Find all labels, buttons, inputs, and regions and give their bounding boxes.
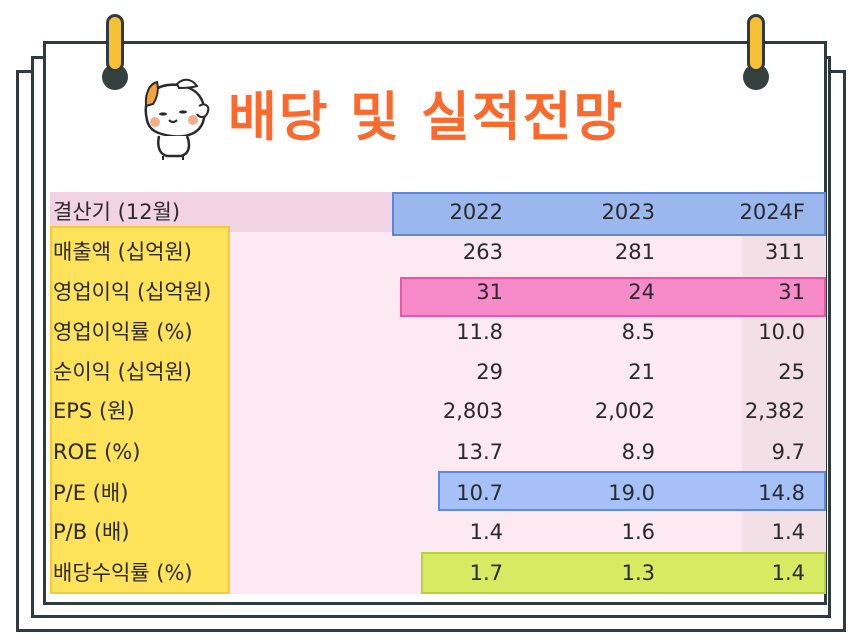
row-label: 영업이익 (십억원) xyxy=(53,280,212,304)
table-cell: 1.7 xyxy=(469,561,503,585)
header-years-highlight xyxy=(392,192,826,236)
table-cell: 311 xyxy=(764,240,805,264)
table-row-operating-margin: 영업이익률 (%) 11.8 8.5 10.0 xyxy=(50,312,826,352)
row-label: 배당수익률 (%) xyxy=(53,561,193,585)
table-cell: 13.7 xyxy=(456,440,503,464)
table-row-operating-profit: 영업이익 (십억원) 31 24 31 xyxy=(50,272,826,312)
row-label: EPS (원) xyxy=(53,399,135,423)
pin-icon xyxy=(102,14,128,90)
pin-icon xyxy=(743,14,769,90)
table-row-pe: P/E (배) 10.7 19.0 14.8 xyxy=(50,473,826,513)
table-cell: 9.7 xyxy=(771,440,805,464)
table-cell: 25 xyxy=(778,360,805,384)
table-cell: 21 xyxy=(628,360,655,384)
header-label: 결산기 (12월) xyxy=(53,200,181,224)
table-cell: 31 xyxy=(778,280,805,304)
table-row-eps: EPS (원) 2,803 2,002 2,382 xyxy=(50,391,826,431)
table-cell: 1.3 xyxy=(621,561,655,585)
table-row-revenue: 매출액 (십억원) 263 281 311 xyxy=(50,232,826,272)
row-label: 순이익 (십억원) xyxy=(53,360,192,384)
table-cell: 10.7 xyxy=(456,481,503,505)
label-column-highlight xyxy=(50,226,230,594)
row-label: 매출액 (십억원) xyxy=(53,240,192,264)
table-cell: 11.8 xyxy=(456,320,503,344)
cat-mascot-icon xyxy=(144,78,210,160)
table-cell: 14.8 xyxy=(758,481,805,505)
operating-profit-highlight xyxy=(400,277,826,317)
header-year: 2022 xyxy=(449,200,503,224)
table-cell: 1.6 xyxy=(621,520,655,544)
table-row-pb: P/B (배) 1.4 1.6 1.4 xyxy=(50,512,826,552)
page-title: 배당 및 실적전망 xyxy=(228,87,625,148)
table-cell: 2,002 xyxy=(594,399,655,423)
table-cell: 2,382 xyxy=(744,399,805,423)
table-cell: 19.0 xyxy=(608,481,655,505)
header-label-highlight xyxy=(50,192,392,232)
header-year: 2024F xyxy=(739,200,805,224)
table-row-roe: ROE (%) 13.7 8.9 9.7 xyxy=(50,432,826,472)
table-cell: 1.4 xyxy=(771,520,805,544)
row-label: P/B (배) xyxy=(53,520,130,544)
table-cell: 29 xyxy=(476,360,503,384)
row-label: P/E (배) xyxy=(53,481,129,505)
table-cell: 263 xyxy=(462,240,503,264)
table-cell: 281 xyxy=(614,240,655,264)
pe-ratio-highlight xyxy=(438,471,826,511)
dividend-yield-highlight xyxy=(421,552,826,594)
table-cell: 2,803 xyxy=(442,399,503,423)
header-year: 2023 xyxy=(601,200,655,224)
table-cell: 31 xyxy=(476,280,503,304)
table-cell: 8.5 xyxy=(621,320,655,344)
row-label: ROE (%) xyxy=(53,440,141,464)
table-cell: 10.0 xyxy=(758,320,805,344)
table-cell: 8.9 xyxy=(621,440,655,464)
table-header-row: 결산기 (12월) 2022 2023 2024F xyxy=(50,192,826,232)
table-row-net-income: 순이익 (십억원) 29 21 25 xyxy=(50,352,826,392)
forecast-table: 결산기 (12월) 2022 2023 2024F 매출액 (십억원) 263 … xyxy=(50,192,826,594)
table-cell: 1.4 xyxy=(771,561,805,585)
table-cell: 24 xyxy=(628,280,655,304)
table-cell: 1.4 xyxy=(469,520,503,544)
table-row-dividend-yield: 배당수익률 (%) 1.7 1.3 1.4 xyxy=(50,553,826,593)
forecast-column-shade xyxy=(742,192,826,594)
row-label: 영업이익률 (%) xyxy=(53,320,193,344)
